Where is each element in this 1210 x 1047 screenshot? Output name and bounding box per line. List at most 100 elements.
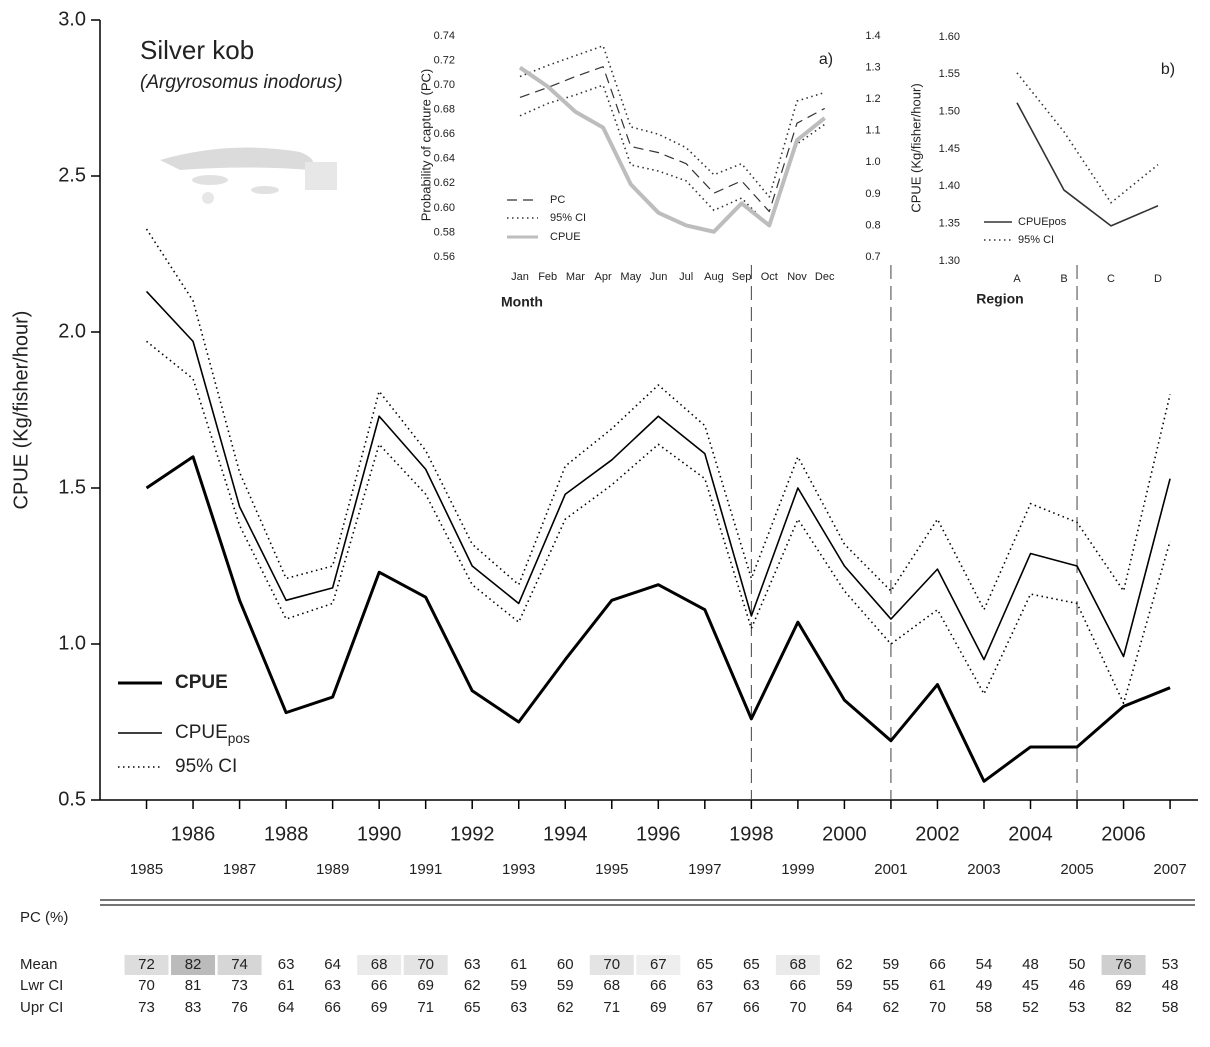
table-cell: 76	[1115, 956, 1132, 973]
y-tick-label: 0.66	[434, 128, 455, 140]
table-cell: 62	[883, 999, 900, 1016]
table-cell: 70	[138, 977, 155, 994]
x-axis-label: Month	[501, 294, 543, 310]
chart-title: Silver kob	[140, 35, 254, 65]
table-cell: 61	[510, 956, 527, 973]
table-cell: 73	[138, 999, 155, 1016]
cell-shade	[636, 955, 681, 975]
table-cell: 66	[790, 977, 807, 994]
table-cell: 67	[650, 956, 667, 973]
x-tick-label: B	[1060, 273, 1067, 285]
table-cell: 55	[883, 977, 900, 994]
x-tick-label: 1997	[688, 861, 721, 878]
table-cell: 65	[743, 956, 760, 973]
table-cell: 61	[929, 977, 946, 994]
table-cell: 69	[650, 999, 667, 1016]
table-cell: 71	[603, 999, 620, 1016]
y-tick-label: 0.60	[434, 202, 455, 214]
series-line	[145, 228, 1171, 611]
x-tick-label: 2006	[1101, 823, 1146, 845]
y-tick-label: 0.5	[58, 788, 86, 810]
table-cell: 70	[790, 999, 807, 1016]
table-cell: 50	[1069, 956, 1086, 973]
y-tick-label: 0.62	[434, 177, 455, 189]
y-tick-label: 1.55	[939, 68, 960, 80]
x-tick-label: 2007	[1153, 861, 1186, 878]
table-cell: 48	[1162, 977, 1179, 994]
legend-label: 95% CI	[1018, 234, 1054, 246]
panel-label: b)	[1161, 61, 1175, 78]
x-tick-label: 1990	[357, 823, 402, 845]
legend-label: CPUE	[175, 672, 228, 693]
legend-label: CPUE	[175, 722, 228, 743]
table-cell: 46	[1069, 977, 1086, 994]
table-cell: 63	[696, 977, 713, 994]
y2-tick-label: 1.4	[865, 30, 880, 42]
table-cell: 53	[1162, 956, 1179, 973]
x-tick-label: 1999	[781, 861, 814, 878]
x-tick-label: 1988	[264, 823, 309, 845]
table-cell: 58	[1162, 999, 1179, 1016]
table-cell: 66	[371, 977, 388, 994]
series-line	[145, 290, 1171, 661]
y-axis-label: CPUE (Kg/fisher/hour)	[908, 83, 923, 212]
table-cell: 63	[743, 977, 760, 994]
x-tick-label: 1996	[636, 823, 681, 845]
panel-label: a)	[819, 51, 833, 68]
y-tick-label: 0.72	[434, 54, 455, 66]
table-cell: 70	[929, 999, 946, 1016]
x-tick-label: C	[1107, 273, 1115, 285]
table-cell: 63	[510, 999, 527, 1016]
table-cell: 61	[278, 977, 295, 994]
x-tick-label: 1992	[450, 823, 495, 845]
series-line	[518, 65, 826, 234]
table-cell: 64	[324, 956, 341, 973]
x-tick-label: 2003	[967, 861, 1000, 878]
table-cell: 69	[417, 977, 434, 994]
table-cell: 73	[231, 977, 248, 994]
legend-label: 95% CI	[175, 756, 237, 777]
table-cell: 82	[1115, 999, 1132, 1016]
x-tick-label: Apr	[595, 271, 612, 283]
table-cell: 62	[836, 956, 853, 973]
cell-shade	[124, 955, 169, 975]
legend-label: CPUE	[175, 672, 228, 693]
table-cell: 65	[464, 999, 481, 1016]
table-cell: 59	[510, 977, 527, 994]
cell-shade	[217, 955, 262, 975]
y-tick-label: 0.74	[434, 30, 455, 42]
y-tick-label: 0.68	[434, 104, 455, 116]
x-tick-label: Sep	[732, 271, 752, 283]
table-cell: 64	[836, 999, 853, 1016]
cell-shade	[589, 955, 634, 975]
table-cell: 48	[1022, 956, 1039, 973]
table-cell: 68	[790, 956, 807, 973]
x-tick-label: 1985	[130, 861, 163, 878]
table-cell: 58	[976, 999, 993, 1016]
x-tick-label: 1994	[543, 823, 588, 845]
y-tick-label: 1.40	[939, 180, 960, 192]
legend-label: CPUE	[550, 231, 581, 243]
table-cell: 74	[231, 956, 248, 973]
legend-label: CPUEpos	[175, 722, 250, 746]
fish-illustration	[160, 147, 337, 204]
y-tick-label: 2.5	[58, 164, 86, 186]
y-tick-label: 0.56	[434, 251, 455, 263]
x-tick-label: Jan	[511, 271, 529, 283]
y2-tick-label: 0.8	[865, 219, 880, 231]
series-line	[1016, 102, 1159, 227]
y-axis-label: Probability of capture (PC)	[418, 69, 433, 221]
table-cell: 62	[557, 999, 574, 1016]
x-tick-label: Nov	[787, 271, 807, 283]
x-tick-label: 2002	[915, 823, 960, 845]
legend-label: 95% CI	[550, 212, 586, 224]
x-tick-label: 1993	[502, 861, 535, 878]
cell-shade	[403, 955, 448, 975]
table-cell: 69	[371, 999, 388, 1016]
y-tick-label: 0.58	[434, 226, 455, 238]
x-tick-label: 1998	[729, 823, 774, 845]
series-line	[146, 340, 1171, 705]
y-tick-label: 1.50	[939, 106, 960, 118]
table-cell: 49	[976, 977, 993, 994]
table-cell: 62	[464, 977, 481, 994]
